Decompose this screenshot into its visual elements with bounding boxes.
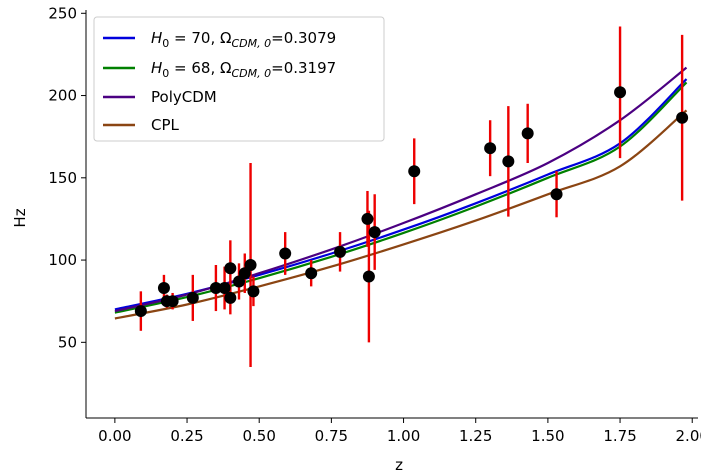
y-tick-label: 200 bbox=[48, 87, 77, 105]
legend-label-3: CPL bbox=[151, 116, 180, 134]
x-tick-label: 1.50 bbox=[531, 427, 564, 445]
legend: H0 = 70, ΩCDM, 0=0.3079 H0 = 68, ΩCDM, 0=… bbox=[93, 16, 385, 142]
data-point bbox=[218, 282, 231, 295]
x-tick-label: 1.00 bbox=[387, 427, 420, 445]
legend-label-2: PolyCDM bbox=[151, 88, 217, 106]
data-point bbox=[166, 295, 179, 308]
data-point bbox=[676, 111, 689, 124]
y-tick-label: 100 bbox=[48, 251, 77, 269]
series-line-3 bbox=[114, 109, 688, 320]
data-point bbox=[361, 212, 374, 225]
x-tick-label: 1.25 bbox=[459, 427, 492, 445]
series-line-1 bbox=[114, 81, 688, 314]
data-point bbox=[521, 127, 534, 140]
data-point bbox=[614, 86, 627, 99]
y-tick-label: 50 bbox=[58, 333, 77, 351]
data-point bbox=[186, 291, 199, 304]
data-point bbox=[247, 285, 260, 298]
data-point bbox=[502, 155, 515, 168]
data-points bbox=[134, 86, 689, 318]
x-tick-label: 0.00 bbox=[98, 427, 131, 445]
data-point bbox=[334, 245, 347, 258]
data-point bbox=[408, 165, 421, 178]
x-tick-label: 2.00 bbox=[676, 427, 701, 445]
data-point bbox=[157, 282, 170, 295]
x-tick-label: 0.25 bbox=[170, 427, 203, 445]
legend-frame bbox=[93, 16, 385, 142]
y-tick-label: 150 bbox=[48, 169, 77, 187]
legend-label-0: H0 = 70, ΩCDM, 0=0.3079 bbox=[151, 29, 336, 50]
y-axis-label: Hz bbox=[11, 208, 29, 227]
ticks: 0.00 0.25 0.50 0.75 1.00 1.25 1.50 1.75 2.00 50 10… bbox=[48, 4, 701, 445]
y-tick-label: 250 bbox=[48, 4, 77, 22]
data-point bbox=[368, 226, 381, 239]
data-point bbox=[224, 291, 237, 304]
data-point bbox=[279, 247, 292, 260]
data-point bbox=[484, 142, 497, 155]
data-point bbox=[209, 282, 222, 295]
data-point bbox=[305, 267, 318, 280]
x-tick-label: 0.50 bbox=[243, 427, 276, 445]
data-point bbox=[134, 305, 147, 318]
data-point bbox=[244, 259, 257, 271]
data-point bbox=[362, 270, 375, 283]
x-tick-label: 1.75 bbox=[603, 427, 636, 445]
x-axis-label: z bbox=[395, 456, 403, 474]
axes bbox=[85, 10, 698, 419]
data-point bbox=[224, 262, 237, 275]
data-point bbox=[550, 188, 563, 201]
x-tick-label: 0.75 bbox=[315, 427, 348, 445]
legend-label-1: H0 = 68, ΩCDM, 0=0.3197 bbox=[151, 59, 336, 80]
